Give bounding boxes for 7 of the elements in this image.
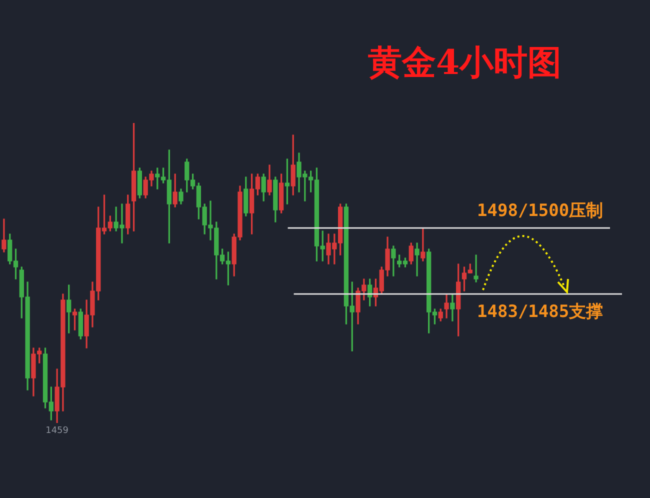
annotation: 1459	[46, 426, 69, 436]
candlestick	[414, 242, 420, 276]
candlestick	[474, 254, 478, 282]
ref-line-label: 1483/1485支撑	[477, 302, 604, 322]
chart-title: 黄金4小时图	[368, 42, 562, 85]
ref-line-label: 1498/1500压制	[477, 200, 604, 221]
candlestick	[420, 228, 426, 262]
